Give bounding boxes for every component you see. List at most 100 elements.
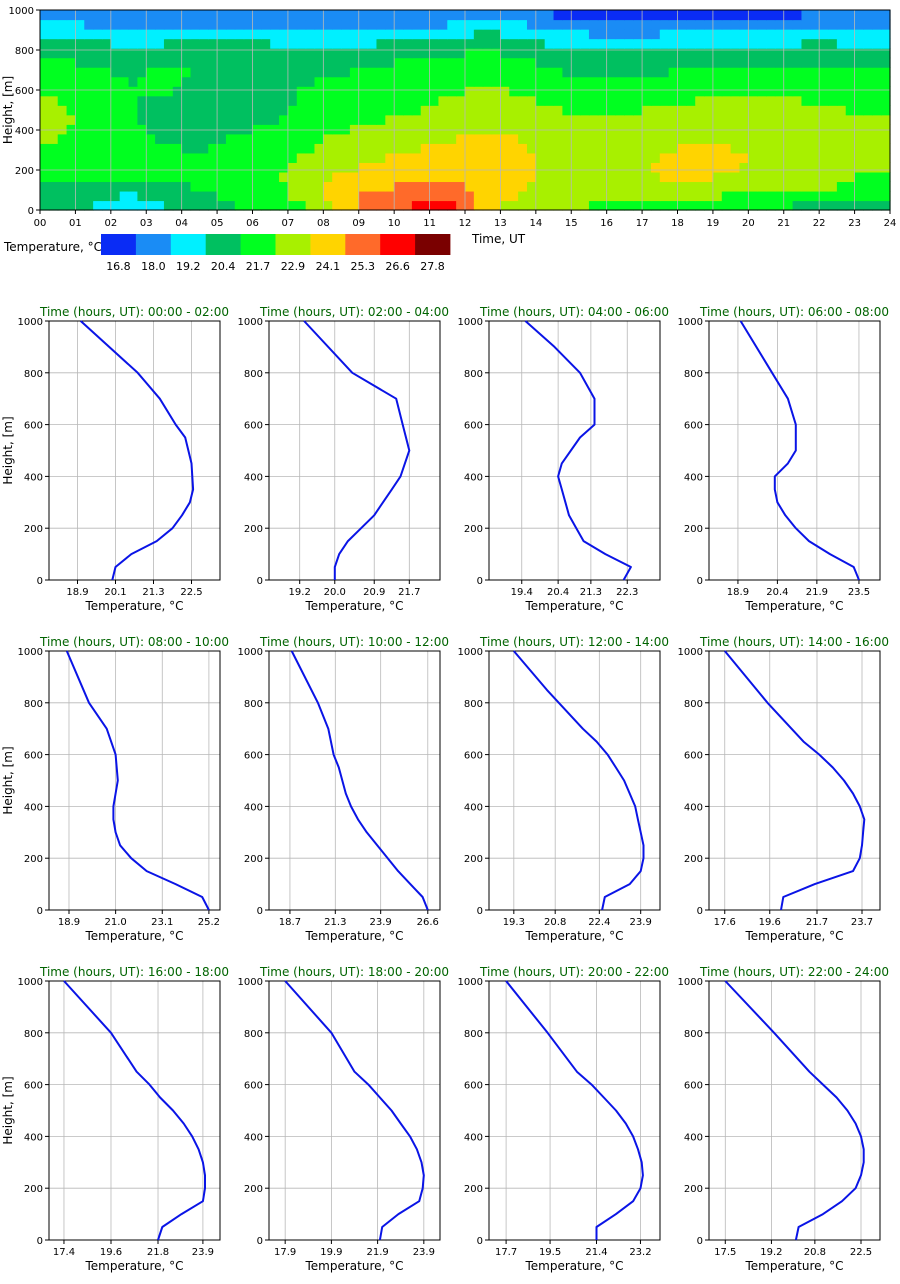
heatmap-cell <box>836 200 847 211</box>
heatmap-cell <box>411 76 422 87</box>
heatmap-cell <box>57 105 68 116</box>
heatmap-cell <box>323 200 333 211</box>
heatmap-cell <box>287 95 298 106</box>
heatmap-cell <box>403 57 413 68</box>
heatmap-cell <box>473 10 484 21</box>
heatmap-cell <box>668 48 679 59</box>
heatmap-cell <box>624 29 634 40</box>
heatmap-cell <box>491 57 502 68</box>
heatmap-cell <box>411 143 422 154</box>
heatmap-cell <box>730 133 741 144</box>
heatmap-cell <box>544 190 555 202</box>
heatmap-cell <box>279 86 289 97</box>
heatmap-cell <box>615 76 625 87</box>
heatmap-cell <box>128 105 138 116</box>
heatmap-cell <box>376 171 386 183</box>
heatmap-cell <box>721 19 732 30</box>
heatmap-cell <box>296 190 307 202</box>
heatmap-cell <box>456 10 466 21</box>
heatmap-cell <box>881 171 891 183</box>
heatmap-cell <box>535 19 546 30</box>
heatmap-cell <box>40 200 50 211</box>
heatmap-cell <box>615 48 625 59</box>
heatmap-cell <box>270 95 280 106</box>
heatmap-cell <box>367 143 378 154</box>
heatmap-cell <box>774 95 785 106</box>
heatmap-cell <box>208 181 218 192</box>
heatmap-cell <box>438 19 448 30</box>
heatmap-cell <box>482 19 493 30</box>
heatmap-cell <box>704 86 714 97</box>
heatmap-cell <box>624 171 634 183</box>
heatmap-cell <box>757 38 767 49</box>
heatmap-cell <box>217 67 227 78</box>
heatmap-cell <box>146 67 156 78</box>
heatmap-cell <box>473 29 484 40</box>
profile-x-tick-label: 19.5 <box>539 1247 561 1258</box>
heatmap-cell <box>677 114 687 125</box>
heatmap-cell <box>801 114 811 125</box>
heatmap-cell <box>429 152 440 163</box>
heatmap-cell <box>456 38 466 49</box>
heatmap-cell <box>110 190 121 202</box>
heatmap-cell <box>597 143 608 154</box>
heatmap-cell <box>526 200 537 211</box>
heatmap-cell <box>217 38 227 49</box>
heatmap-cell <box>580 86 590 97</box>
heatmap-cell <box>730 162 741 173</box>
heatmap-cell <box>119 162 130 173</box>
profile-y-tick-label: 600 <box>684 421 703 432</box>
heatmap-cell <box>358 200 369 211</box>
profile-y-tick-label: 600 <box>244 751 263 762</box>
heatmap-cell <box>624 152 634 163</box>
heatmap-cell <box>580 190 590 202</box>
heatmap-cell <box>872 105 882 116</box>
heatmap-cell <box>137 76 147 87</box>
heatmap-cell <box>75 76 85 87</box>
heatmap-cell <box>367 67 378 78</box>
heatmap-cell <box>420 86 431 97</box>
heatmap-cell <box>296 105 307 116</box>
heatmap-cell <box>394 48 404 59</box>
heatmap-cell <box>385 19 395 30</box>
heatmap-cell <box>615 124 625 135</box>
heatmap-cell <box>394 133 404 144</box>
heatmap-cell <box>571 162 581 173</box>
heatmap-cell <box>695 10 705 21</box>
profile-y-tick-label: 200 <box>464 854 483 865</box>
heatmap-cell <box>465 67 475 78</box>
heatmap-cell <box>633 181 643 192</box>
heatmap-cell <box>137 29 147 40</box>
heatmap-cell <box>234 143 245 154</box>
heatmap-cell <box>535 133 546 144</box>
heatmap-cell <box>48 86 59 97</box>
heatmap-cell <box>721 133 732 144</box>
heatmap-cell <box>225 29 236 40</box>
heatmap-cell <box>323 162 333 173</box>
heatmap-cell <box>349 114 360 125</box>
heatmap-cell <box>677 29 687 40</box>
heatmap-cell <box>66 10 77 21</box>
heatmap-cell <box>447 10 457 21</box>
heatmap-cell <box>181 105 192 116</box>
heatmap-cell <box>544 10 555 21</box>
heatmap-cell <box>863 143 873 154</box>
profile-series-line <box>80 320 195 581</box>
heatmap-cell <box>845 152 856 163</box>
heatmap-cell <box>650 95 661 106</box>
heatmap-cell <box>376 114 386 125</box>
heatmap-cell <box>438 105 448 116</box>
heatmap-cell <box>155 162 165 173</box>
heatmap-cell <box>128 143 138 154</box>
heatmap-cell <box>234 57 245 68</box>
heatmap-cell <box>305 95 316 106</box>
heatmap-cell <box>535 67 546 78</box>
heatmap-cell <box>358 162 369 173</box>
heatmap-cell <box>633 152 643 163</box>
profile-title: Time (hours, UT): 12:00 - 14:00 <box>479 635 669 649</box>
profile-y-tick-label: 200 <box>244 1184 263 1195</box>
heatmap-cell <box>332 105 342 116</box>
heatmap-cell <box>225 105 236 116</box>
heatmap-cell <box>110 171 121 183</box>
heatmap-cell <box>580 133 590 144</box>
